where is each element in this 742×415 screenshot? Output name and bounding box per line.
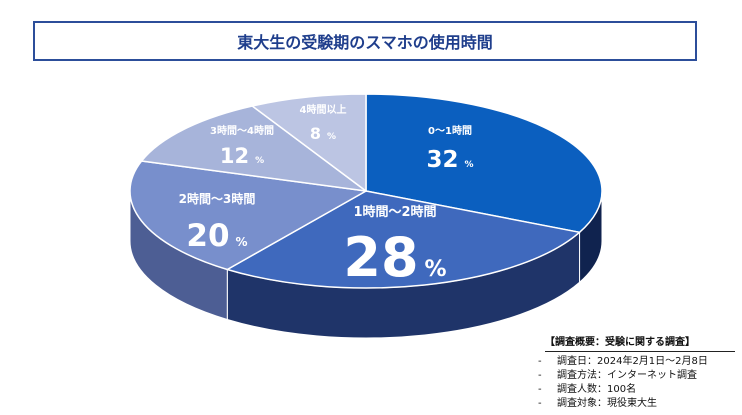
- pie-slice-1: [226, 190, 581, 289]
- slice-category-label: 2時間～3時間: [179, 191, 256, 206]
- pie-slice-4: [251, 93, 367, 192]
- pie-labels: 0～1時間 32 % 1時間～2時間 28 % 2時間～3時間 20 % 3時間～4時間 12 % 4時…: [179, 103, 474, 289]
- survey-item-text: 調査日：2024年2月1日～2月8日: [557, 356, 708, 367]
- slice-category-label: 0～1時間: [428, 124, 472, 137]
- slice-value-label: 8%: [310, 124, 336, 143]
- survey-heading: 【調査概要：受験に関する調査】: [545, 336, 735, 352]
- survey-bullet: -: [538, 398, 542, 409]
- survey-bullet: -: [538, 356, 542, 367]
- pie-slice-0: [365, 93, 603, 234]
- slice-value-label: 32%: [426, 147, 473, 173]
- pie-slice-2: [129, 160, 367, 271]
- survey-item: - 調査方法：インターネット調査: [530, 369, 735, 383]
- slice-value-label: 28%: [343, 226, 446, 289]
- survey-item-text: 調査対象：現役東大生: [557, 398, 657, 409]
- pie-slice-3: [140, 105, 367, 192]
- survey-item-text: 調査人数：100名: [557, 384, 637, 395]
- survey-overview: 【調査概要：受験に関する調査】 - 調査日：2024年2月1日～2月8日 - 調…: [530, 336, 735, 411]
- survey-item: - 調査日：2024年2月1日～2月8日: [530, 355, 735, 369]
- chart-title: 東大生の受験期のスマホの使用時間: [237, 33, 493, 52]
- slice-category-label: 1時間～2時間: [353, 204, 436, 220]
- survey-item: - 調査対象：現役東大生: [530, 397, 735, 411]
- survey-bullet: -: [538, 384, 542, 395]
- survey-bullet: -: [538, 370, 542, 381]
- slice-value-label: 20%: [186, 218, 247, 254]
- slice-category-label: 3時間～4時間: [210, 124, 274, 137]
- chart-title-box: 東大生の受験期のスマホの使用時間: [33, 21, 697, 61]
- survey-item: - 調査人数：100名: [530, 383, 735, 397]
- survey-item-text: 調査方法：インターネット調査: [557, 370, 697, 381]
- pie-slices: [129, 93, 603, 289]
- slice-category-label: 4時間以上: [300, 103, 347, 116]
- slice-value-label: 12%: [220, 144, 264, 168]
